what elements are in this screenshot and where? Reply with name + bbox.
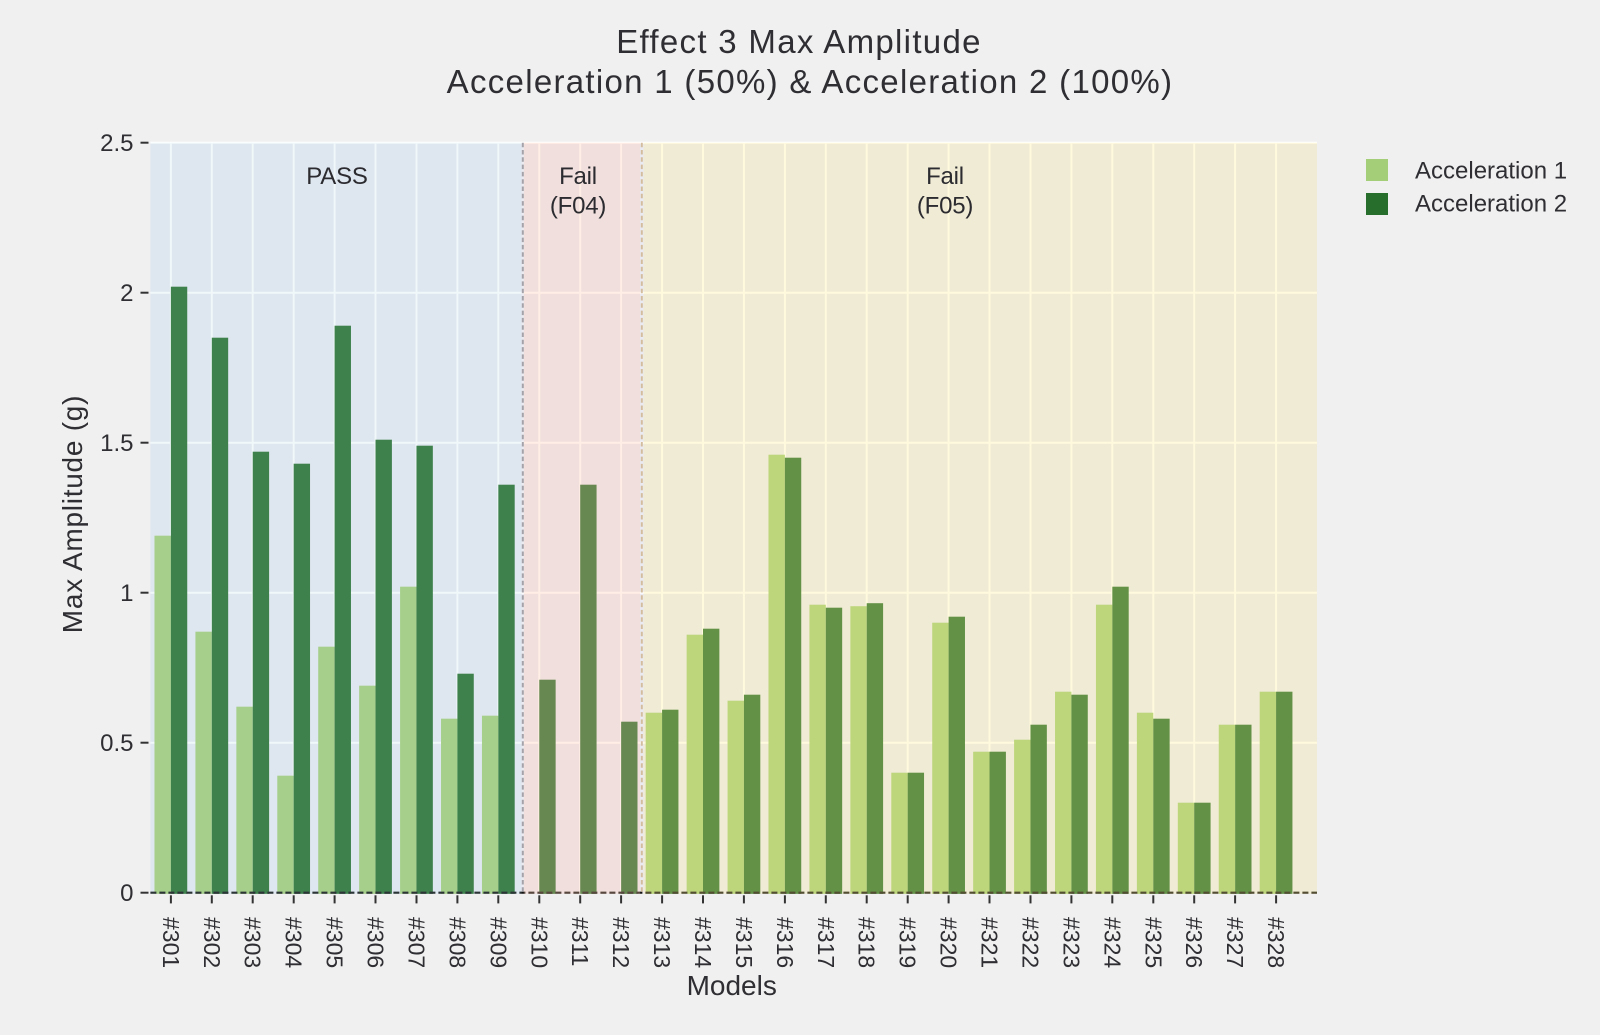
svg-text:#309: #309	[485, 917, 511, 968]
svg-text:#303: #303	[240, 917, 266, 968]
svg-text:#316: #316	[772, 917, 798, 968]
svg-text:(F05): (F05)	[917, 193, 973, 220]
svg-text:#320: #320	[936, 917, 962, 968]
svg-text:#321: #321	[977, 917, 1003, 968]
svg-text:#308: #308	[444, 917, 470, 968]
svg-text:#325: #325	[1140, 917, 1166, 968]
svg-text:#319: #319	[895, 917, 921, 968]
svg-text:#304: #304	[281, 917, 307, 968]
svg-text:#314: #314	[690, 917, 716, 968]
svg-text:#311: #311	[567, 917, 593, 966]
svg-text:#306: #306	[363, 917, 389, 968]
svg-text:#301: #301	[158, 917, 184, 968]
svg-text:#322: #322	[1018, 917, 1044, 968]
svg-text:1.5: 1.5	[100, 430, 133, 457]
svg-text:Acceleration 1 (50%) & Acceler: Acceleration 1 (50%) & Acceleration 2 (1…	[447, 63, 1174, 100]
svg-text:Acceleration 1: Acceleration 1	[1415, 158, 1567, 185]
svg-text:#324: #324	[1099, 917, 1125, 968]
svg-text:#312: #312	[608, 917, 634, 968]
svg-text:#326: #326	[1181, 917, 1207, 968]
svg-text:Fail: Fail	[559, 163, 597, 190]
svg-text:Fail: Fail	[926, 163, 964, 190]
svg-text:#310: #310	[526, 917, 552, 968]
svg-text:Max Amplitude (g): Max Amplitude (g)	[57, 395, 88, 633]
svg-text:Models: Models	[687, 970, 777, 1001]
svg-text:Acceleration 2: Acceleration 2	[1415, 191, 1567, 218]
svg-text:#328: #328	[1263, 917, 1289, 968]
svg-text:1: 1	[120, 580, 133, 607]
svg-text:Effect 3 Max Amplitude: Effect 3 Max Amplitude	[616, 23, 982, 60]
svg-text:#315: #315	[731, 917, 757, 968]
svg-text:#323: #323	[1058, 917, 1084, 968]
svg-text:PASS: PASS	[306, 163, 367, 190]
svg-text:#318: #318	[854, 917, 880, 968]
svg-text:(F04): (F04)	[550, 193, 606, 220]
svg-text:0.5: 0.5	[100, 730, 133, 757]
svg-text:#313: #313	[649, 917, 675, 968]
svg-text:2: 2	[120, 280, 133, 307]
svg-text:#307: #307	[404, 917, 430, 968]
svg-text:2.5: 2.5	[100, 130, 133, 157]
svg-text:#327: #327	[1222, 917, 1248, 968]
svg-text:0: 0	[120, 880, 133, 907]
svg-text:#302: #302	[199, 917, 225, 968]
svg-text:#305: #305	[322, 917, 348, 968]
svg-text:#317: #317	[813, 917, 839, 968]
